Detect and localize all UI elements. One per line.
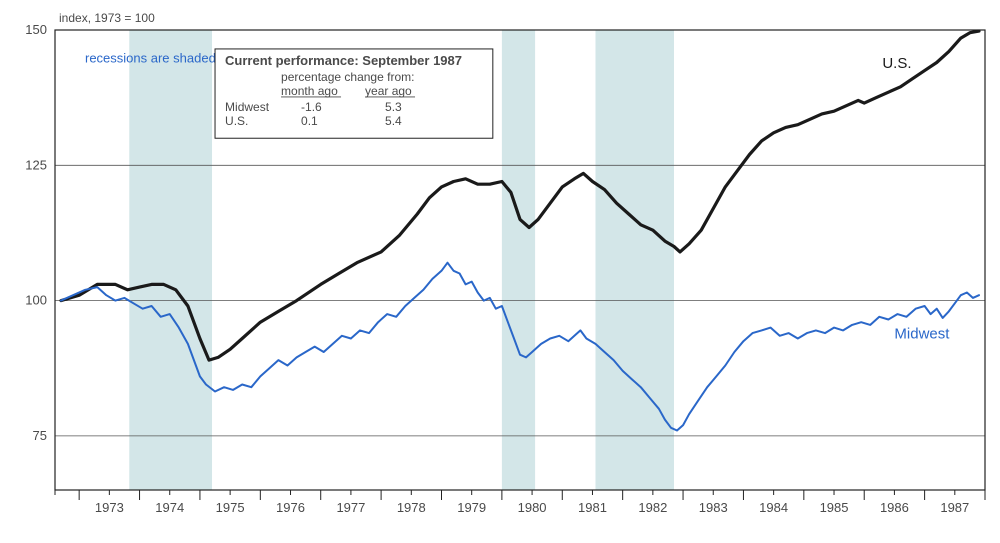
info-box-row-month: -1.6 <box>301 100 322 114</box>
info-box-row-month: 0.1 <box>301 114 318 128</box>
chart-svg: 75 100 125 150 1973 1974 1975 1976 1977 1978 1979 1… <box>0 0 1000 543</box>
chart-container: 75 100 125 150 1973 1974 1975 1976 1977 1978 1979 1… <box>0 0 1000 543</box>
index-note: index, 1973 = 100 <box>59 11 155 25</box>
y-tick-label: 125 <box>25 157 47 172</box>
info-box-col-header: month ago <box>281 84 338 98</box>
x-tick-label: 1978 <box>397 500 426 515</box>
x-tick-label: 1975 <box>216 500 245 515</box>
info-box: Current performance: September 1987 perce… <box>215 49 493 138</box>
series-label-us: U.S. <box>882 55 911 72</box>
info-box-subtitle: percentage change from: <box>281 70 414 84</box>
x-tick-label: 1981 <box>578 500 607 515</box>
x-tick-label: 1984 <box>759 500 788 515</box>
info-box-row-label: Midwest <box>225 100 270 114</box>
y-tick-label: 100 <box>25 293 47 308</box>
info-box-row-year: 5.4 <box>385 114 402 128</box>
series-label-midwest: Midwest <box>894 325 950 342</box>
x-tick-label: 1976 <box>276 500 305 515</box>
info-box-row-year: 5.3 <box>385 100 402 114</box>
x-tick-label: 1974 <box>155 500 184 515</box>
recession-note: recessions are shaded <box>85 50 216 65</box>
x-tick-label: 1977 <box>336 500 365 515</box>
info-box-row-label: U.S. <box>225 114 248 128</box>
x-tick-label: 1973 <box>95 500 124 515</box>
y-tick-label: 150 <box>25 22 47 37</box>
x-tick-label: 1979 <box>457 500 486 515</box>
x-tick-label: 1985 <box>820 500 849 515</box>
recession-band <box>502 30 535 490</box>
x-tick-label: 1980 <box>518 500 547 515</box>
x-tick-label: 1982 <box>638 500 667 515</box>
x-tick-label: 1983 <box>699 500 728 515</box>
x-tick-label: 1986 <box>880 500 909 515</box>
info-box-col-header: year ago <box>365 84 412 98</box>
y-tick-label: 75 <box>33 428 47 443</box>
recession-band <box>129 30 212 490</box>
info-box-title: Current performance: September 1987 <box>225 53 462 68</box>
recession-band <box>595 30 674 490</box>
x-tick-label: 1987 <box>940 500 969 515</box>
